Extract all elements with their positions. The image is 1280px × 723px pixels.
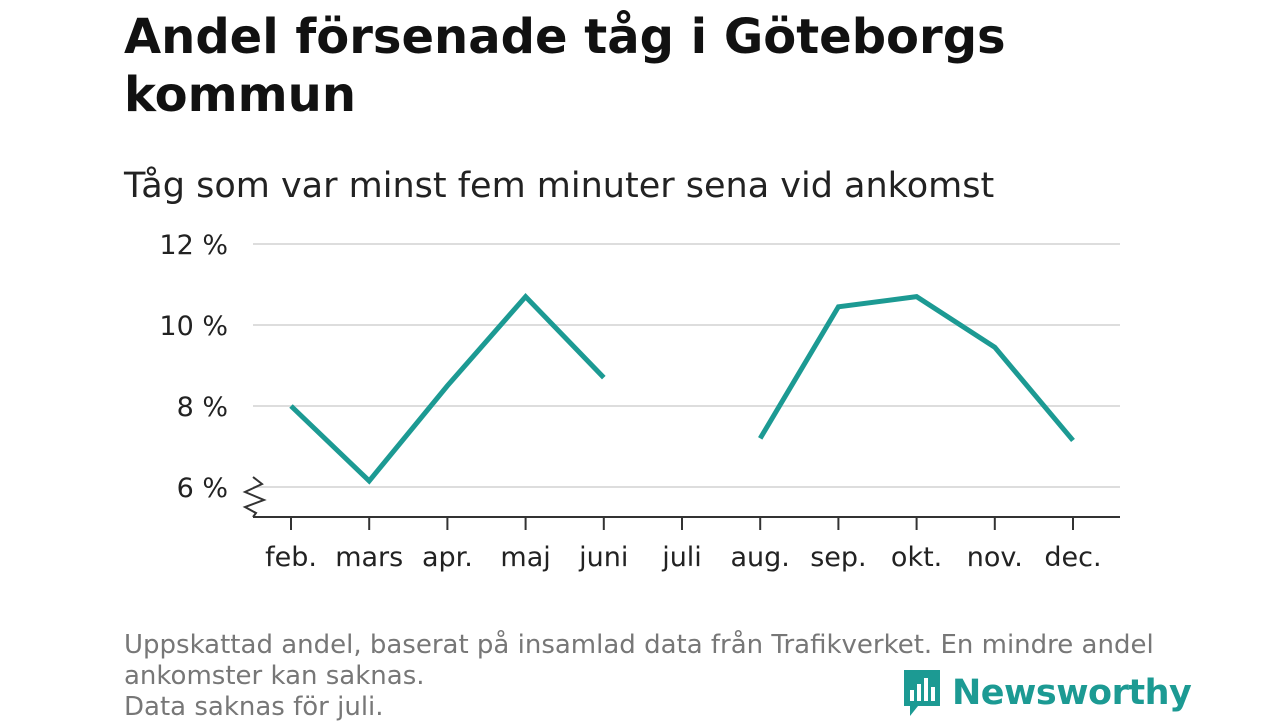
- gridlines: [253, 243, 1120, 488]
- x-tick-label: sep.: [810, 542, 866, 573]
- series-line: [758, 294, 1075, 443]
- x-axis: [242, 476, 1120, 518]
- x-tick-label: aug.: [731, 542, 790, 573]
- brand-name: Newsworthy: [952, 673, 1192, 713]
- y-tick-label: 8 %: [177, 392, 228, 423]
- x-tick-label: okt.: [891, 542, 942, 573]
- y-tick-label: 6 %: [177, 473, 228, 504]
- x-tick-label: juni: [578, 542, 628, 573]
- footnote-source: Uppskattad andel, baserat på insamlad da…: [124, 630, 1154, 691]
- x-axis-ticks: feb. mars apr. maj juni juli aug. sep. okt. nov. d…: [265, 517, 1102, 573]
- y-axis-ticks: 6 % 8 % 10 % 12 %: [159, 230, 228, 504]
- x-tick-label: nov.: [967, 542, 1023, 573]
- chart-subtitle: Tåg som var minst fem minuter sena vid a…: [124, 166, 995, 206]
- x-tick-label: juli: [661, 542, 702, 573]
- y-tick-label: 10 %: [159, 311, 228, 342]
- x-tick-label: mars: [335, 542, 403, 573]
- series-lines: [289, 292, 1075, 485]
- x-tick-label: apr.: [422, 542, 473, 573]
- x-tick-label: maj: [500, 542, 550, 573]
- footnote: Uppskattad andel, baserat på insamlad da…: [124, 630, 1164, 723]
- x-tick-label: feb.: [265, 542, 317, 573]
- series-line: [289, 292, 606, 485]
- chart-title: Andel försenade tåg i Göteborgs kommun: [124, 9, 1006, 123]
- y-tick-label: 12 %: [159, 230, 228, 261]
- bar-chart-speech-bubble-icon: [904, 670, 940, 716]
- x-tick-label: dec.: [1044, 542, 1101, 573]
- y-axis-break-icon: [242, 476, 267, 518]
- footnote-missing-data: Data saknas för juli.: [124, 692, 384, 722]
- newsworthy-logo: Newsworthy: [902, 668, 1192, 718]
